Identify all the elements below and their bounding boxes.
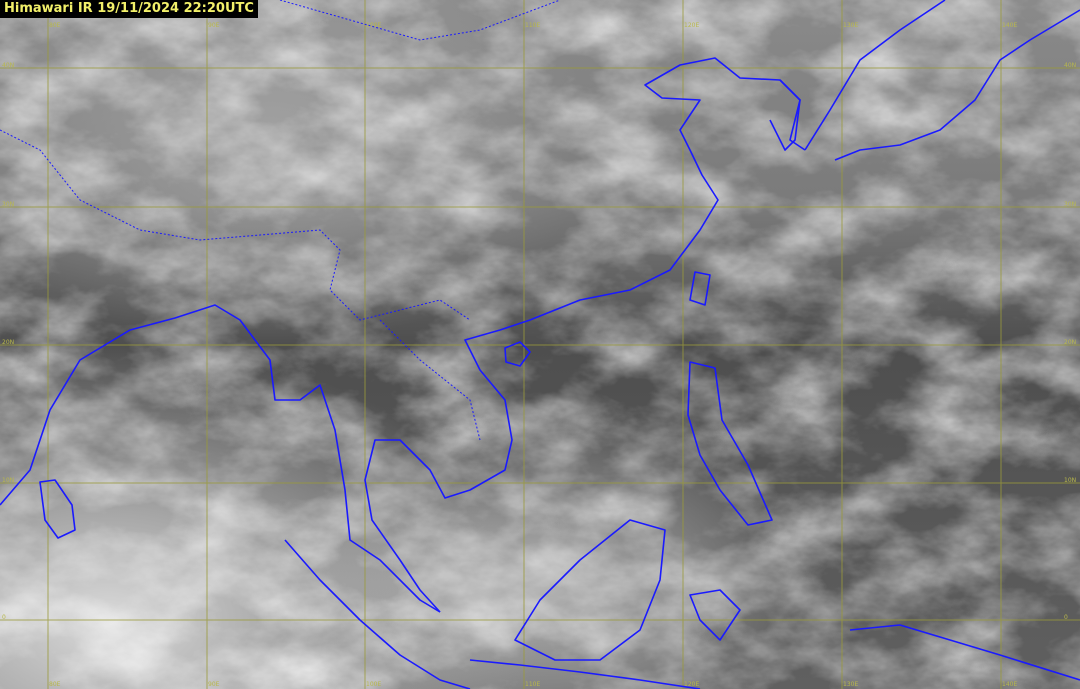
latitude-label-right: 10N — [1064, 477, 1076, 484]
coastline-india-myanmar — [0, 304, 441, 613]
longitude-label-bottom: 100E — [366, 681, 381, 688]
latitude-label-left: 20N — [2, 339, 14, 346]
coastline-sumatra — [284, 539, 471, 689]
image-title: Himawari IR 19/11/2024 22:20UTC — [0, 0, 258, 18]
longitude-label-top: 80E — [49, 22, 61, 29]
coastline-hainan — [504, 341, 531, 367]
longitude-label-top: 100E — [366, 22, 381, 29]
longitude-label-top: 90E — [208, 22, 220, 29]
latitude-label-left: 0 — [2, 614, 6, 621]
longitude-label-bottom: 130E — [843, 681, 858, 688]
latitude-label-right: 40N — [1064, 62, 1076, 69]
longitude-label-bottom: 90E — [208, 681, 220, 688]
longitude-label-bottom: 120E — [684, 681, 699, 688]
longitude-label-top: 140E — [1002, 22, 1017, 29]
latitude-label-right: 0 — [1064, 614, 1068, 621]
longitude-label-bottom: 140E — [1002, 681, 1017, 688]
latitude-label-right: 30N — [1064, 201, 1076, 208]
coastline-philippines — [687, 361, 773, 526]
latitude-label-left: 40N — [2, 62, 14, 69]
coastline-new-guinea — [849, 624, 1080, 681]
longitude-label-top: 120E — [684, 22, 699, 29]
longitude-label-bottom: 80E — [49, 681, 61, 688]
longitude-label-bottom: 110E — [525, 681, 540, 688]
coastline-indochina-china — [364, 57, 806, 613]
coastline-russia — [804, 0, 946, 151]
borders — [0, 0, 561, 441]
longitude-label-top: 130E — [843, 22, 858, 29]
latitude-label-right: 20N — [1064, 339, 1076, 346]
coastline-java — [469, 659, 701, 689]
coastline-japan — [834, 9, 1080, 161]
longitude-label-top: 110E — [525, 22, 540, 29]
latitude-label-left: 30N — [2, 201, 14, 208]
coastline-sri-lanka — [39, 479, 76, 539]
coastline-taiwan — [689, 271, 711, 306]
coastline-borneo — [514, 519, 666, 661]
latitude-label-left: 10N — [2, 477, 14, 484]
coastline-korea — [769, 79, 801, 151]
coastline-sulawesi — [689, 589, 741, 641]
